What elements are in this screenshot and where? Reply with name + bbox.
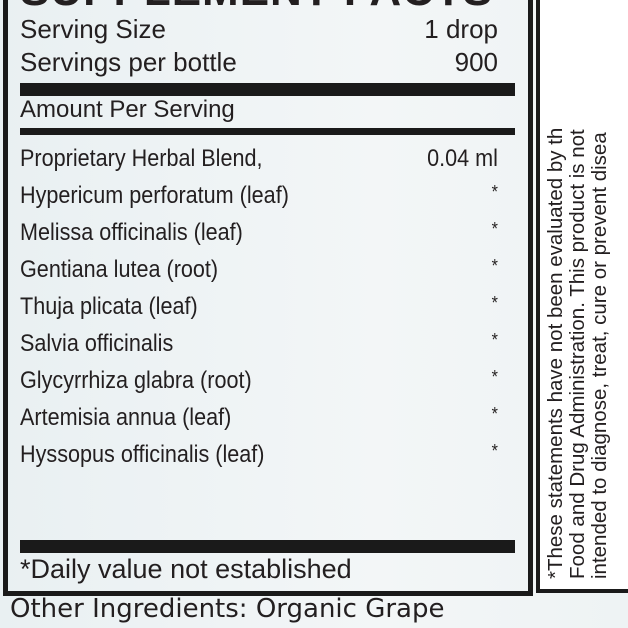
ingredient-name: Gentiana lutea (root) — [20, 256, 219, 283]
ingredient-row: Gentiana lutea (root) * — [20, 256, 498, 284]
ingredient-amount: * — [491, 441, 498, 461]
ingredient-row: Thuja plicata (leaf) * — [20, 293, 498, 321]
panel-title: SUPPLEMENT FACTS — [20, 0, 493, 16]
ingredient-name: Artemisia annua (leaf) — [20, 404, 232, 431]
footnote-text: *Daily value not established — [20, 554, 352, 584]
ingredient-row: Melissa officinalis (leaf) * — [20, 219, 498, 247]
ingredient-name: Hypericum perforatum (leaf) — [20, 182, 289, 209]
ingredient-row: Proprietary Herbal Blend, 0.04 ml — [20, 145, 498, 173]
amount-header-label: Amount Per Serving — [20, 96, 235, 123]
supplement-facts-panel — [3, 0, 533, 596]
amount-header: Amount Per Serving — [20, 96, 498, 124]
ingredient-amount: * — [491, 256, 498, 276]
ingredient-amount: * — [491, 219, 498, 239]
ingredient-name: Hyssopus officinalis (leaf) — [20, 441, 265, 468]
ingredient-row: Artemisia annua (leaf) * — [20, 404, 498, 432]
servings-per-bottle-row: Servings per bottle 900 — [20, 47, 498, 78]
servings-per-bottle-value: 900 — [454, 47, 498, 77]
servings-per-bottle-label: Servings per bottle — [20, 47, 237, 77]
ingredient-row: Hyssopus officinalis (leaf) * — [20, 441, 498, 469]
ingredient-amount: 0.04 ml — [427, 145, 498, 172]
disclaimer-line: *These statements have not been evaluate… — [544, 127, 567, 579]
fda-disclaimer-text: *These statements have not been evaluate… — [542, 0, 628, 587]
ingredient-row: Salvia officinalis * — [20, 330, 498, 358]
ingredient-amount: * — [491, 330, 498, 350]
serving-size-value: 1 drop — [424, 14, 498, 44]
disclaimer-line: Food and Drug Administration. This produ… — [566, 129, 589, 579]
ingredient-name: Salvia officinalis — [20, 330, 174, 357]
serving-size-row: Serving Size 1 drop — [20, 14, 498, 45]
fda-disclaimer-box: *These statements have not been evaluate… — [536, 0, 628, 593]
footnote: *Daily value not established — [20, 554, 498, 585]
ingredient-name: Glycyrrhiza glabra (root) — [20, 367, 252, 394]
ingredient-amount: * — [491, 182, 498, 202]
ingredient-amount: * — [491, 293, 498, 313]
bottom-divider — [20, 540, 515, 553]
other-ingredients: Other Ingredients: Organic Grape — [10, 594, 445, 624]
medium-divider — [20, 128, 515, 135]
ingredient-name: Proprietary Herbal Blend, — [20, 145, 263, 172]
ingredient-name: Thuja plicata (leaf) — [20, 293, 198, 320]
ingredient-amount: * — [491, 367, 498, 387]
ingredient-row: Hypericum perforatum (leaf) * — [20, 182, 498, 210]
ingredient-row: Glycyrrhiza glabra (root) * — [20, 367, 498, 395]
serving-size-label: Serving Size — [20, 14, 166, 44]
ingredient-name: Melissa officinalis (leaf) — [20, 219, 243, 246]
ingredient-amount: * — [491, 404, 498, 424]
disclaimer-line: intended to diagnose, treat, cure or pre… — [588, 132, 611, 579]
thick-divider — [20, 83, 515, 96]
